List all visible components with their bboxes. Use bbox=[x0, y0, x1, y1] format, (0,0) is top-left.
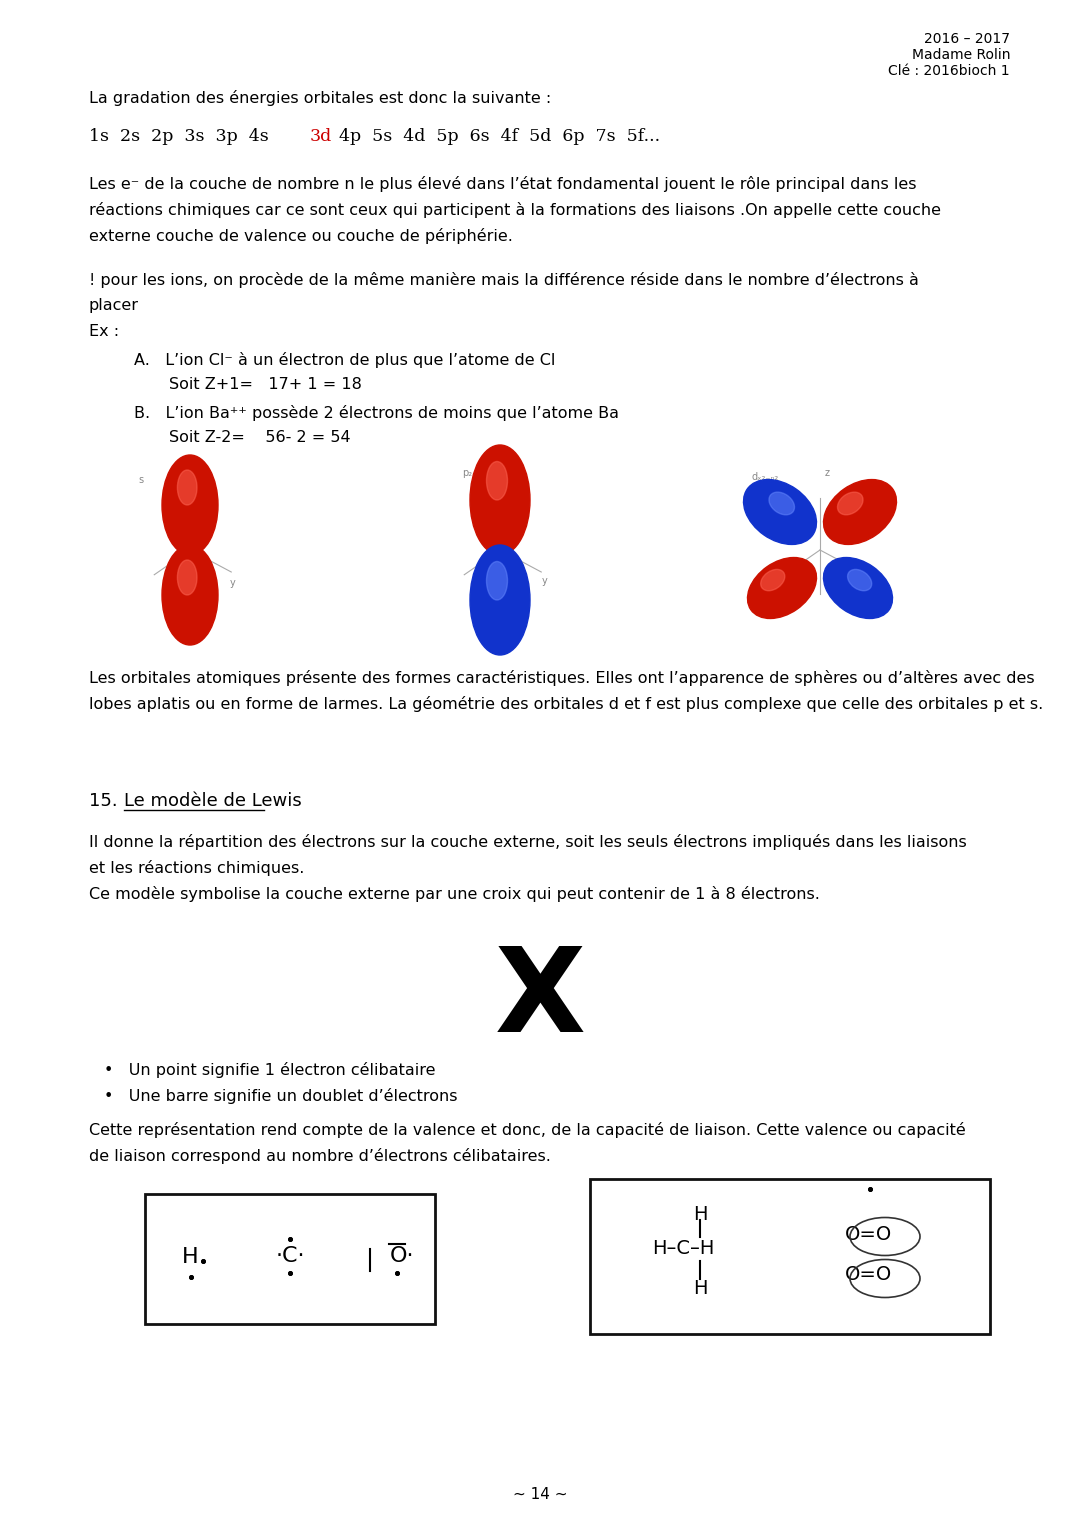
Text: z: z bbox=[195, 470, 200, 479]
Text: X: X bbox=[495, 942, 585, 1057]
Text: La gradation des énergies orbitales est donc la suivante :: La gradation des énergies orbitales est … bbox=[89, 90, 551, 105]
Ellipse shape bbox=[162, 545, 218, 644]
Text: y: y bbox=[542, 576, 548, 586]
Text: y: y bbox=[230, 579, 235, 588]
Text: placer: placer bbox=[89, 298, 138, 313]
Ellipse shape bbox=[486, 461, 508, 499]
Ellipse shape bbox=[823, 557, 892, 618]
Text: de liaison correspond au nombre d’électrons célibataires.: de liaison correspond au nombre d’électr… bbox=[89, 1148, 551, 1164]
Text: H: H bbox=[181, 1248, 199, 1267]
Text: dₓ₂₋ₙ₂: dₓ₂₋ₙ₂ bbox=[752, 472, 780, 483]
Text: Les e⁻ de la couche de nombre n le plus élevé dans l’état fondamental jouent le : Les e⁻ de la couche de nombre n le plus … bbox=[89, 176, 916, 192]
Text: 3d: 3d bbox=[309, 128, 332, 145]
Text: O=O: O=O bbox=[845, 1225, 892, 1243]
Text: 15.: 15. bbox=[89, 793, 118, 809]
Ellipse shape bbox=[743, 479, 816, 545]
Text: réactions chimiques car ce sont ceux qui participent à la formations des liaison: réactions chimiques car ce sont ceux qui… bbox=[89, 202, 941, 218]
Text: Ex :: Ex : bbox=[89, 324, 119, 339]
Text: B.   L’ion Ba⁺⁺ possède 2 électrons de moins que l’atome Ba: B. L’ion Ba⁺⁺ possède 2 électrons de moi… bbox=[134, 405, 619, 421]
Text: z: z bbox=[505, 467, 510, 476]
Ellipse shape bbox=[470, 444, 530, 554]
Ellipse shape bbox=[177, 470, 197, 505]
Ellipse shape bbox=[162, 455, 218, 554]
Text: O=O: O=O bbox=[845, 1264, 892, 1284]
Ellipse shape bbox=[769, 492, 795, 515]
Text: 1s  2s  2p  3s  3p  4s: 1s 2s 2p 3s 3p 4s bbox=[89, 128, 280, 145]
Text: p₂: p₂ bbox=[462, 467, 472, 478]
Ellipse shape bbox=[837, 492, 863, 515]
Text: H–C–H: H–C–H bbox=[652, 1240, 714, 1258]
Text: Il donne la répartition des électrons sur la couche externe, soit les seuls élec: Il donne la répartition des électrons su… bbox=[89, 834, 967, 851]
Bar bbox=[590, 1179, 990, 1335]
Text: s: s bbox=[138, 475, 144, 486]
Text: ! pour les ions, on procède de la même manière mais la différence réside dans le: ! pour les ions, on procède de la même m… bbox=[89, 272, 918, 289]
Text: •   Un point signifie 1 électron célibataire: • Un point signifie 1 électron célibatai… bbox=[104, 1061, 435, 1078]
Text: Soit Z-2=    56- 2 = 54: Soit Z-2= 56- 2 = 54 bbox=[168, 431, 350, 444]
Text: Le modèle de Lewis: Le modèle de Lewis bbox=[123, 793, 301, 809]
Text: Les orbitales atomiques présente des formes caractéristiques. Elles ont l’appare: Les orbitales atomiques présente des for… bbox=[89, 670, 1035, 686]
Text: O·: O· bbox=[390, 1246, 415, 1266]
Text: H: H bbox=[692, 1205, 707, 1223]
Text: 4p  5s  4d  5p  6s  4f  5d  6p  7s  5f...: 4p 5s 4d 5p 6s 4f 5d 6p 7s 5f... bbox=[327, 128, 660, 145]
Ellipse shape bbox=[486, 562, 508, 600]
Text: et les réactions chimiques.: et les réactions chimiques. bbox=[89, 860, 303, 876]
Ellipse shape bbox=[177, 560, 197, 596]
Text: ·C·: ·C· bbox=[275, 1246, 305, 1266]
Text: ~ 14 ~: ~ 14 ~ bbox=[513, 1487, 567, 1503]
Text: Ce modèle symbolise la couche externe par une croix qui peut contenir de 1 à 8 é: Ce modèle symbolise la couche externe pa… bbox=[89, 886, 820, 902]
Text: Cette représentation rend compte de la valence et donc, de la capacité de liaiso: Cette représentation rend compte de la v… bbox=[89, 1122, 966, 1138]
Ellipse shape bbox=[760, 570, 785, 591]
Ellipse shape bbox=[848, 570, 872, 591]
Text: y: y bbox=[864, 576, 869, 586]
Text: A.   L’ion Cl⁻ à un électron de plus que l’atome de Cl: A. L’ion Cl⁻ à un électron de plus que l… bbox=[134, 353, 555, 368]
Ellipse shape bbox=[747, 557, 816, 618]
Text: Soit Z+1=   17+ 1 = 18: Soit Z+1= 17+ 1 = 18 bbox=[168, 377, 362, 392]
Text: externe couche de valence ou couche de périphérie.: externe couche de valence ou couche de p… bbox=[89, 228, 512, 244]
Text: lobes aplatis ou en forme de larmes. La géométrie des orbitales d et f est plus : lobes aplatis ou en forme de larmes. La … bbox=[89, 696, 1043, 712]
Ellipse shape bbox=[470, 545, 530, 655]
Text: 2016 – 2017
Madame Rolin
Clé : 2016bioch 1: 2016 – 2017 Madame Rolin Clé : 2016bioch… bbox=[889, 32, 1010, 78]
Ellipse shape bbox=[824, 479, 896, 545]
Text: H: H bbox=[692, 1278, 707, 1298]
Text: •   Une barre signifie un doublet d’électrons: • Une barre signifie un doublet d’électr… bbox=[104, 1089, 457, 1104]
Bar bbox=[145, 1194, 435, 1324]
Text: z: z bbox=[825, 467, 831, 478]
